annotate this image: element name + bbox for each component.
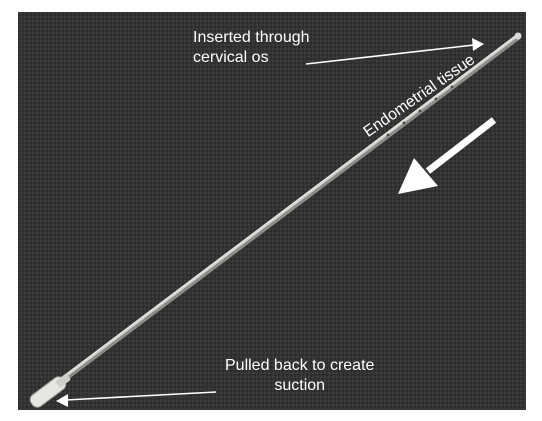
suction-label-line2: suction: [274, 377, 326, 394]
insertion-label: Inserted through cervical os: [193, 28, 310, 68]
arrow-left-icon: [56, 391, 217, 407]
catheter-holes: [386, 85, 454, 137]
suction-label-line1: Pulled back to create: [225, 357, 375, 374]
suction-label: Pulled back to create suction: [225, 356, 374, 396]
arrow-down-left-icon: [398, 117, 497, 194]
insertion-label-line1: Inserted through: [193, 29, 310, 46]
insertion-label-line2: cervical os: [193, 49, 269, 66]
catheter-tube: [57, 33, 521, 385]
fabric-background: [18, 12, 526, 410]
catheter-tip: [514, 32, 522, 40]
plunger-handle: [29, 373, 71, 408]
arrow-right-icon: [305, 38, 484, 65]
